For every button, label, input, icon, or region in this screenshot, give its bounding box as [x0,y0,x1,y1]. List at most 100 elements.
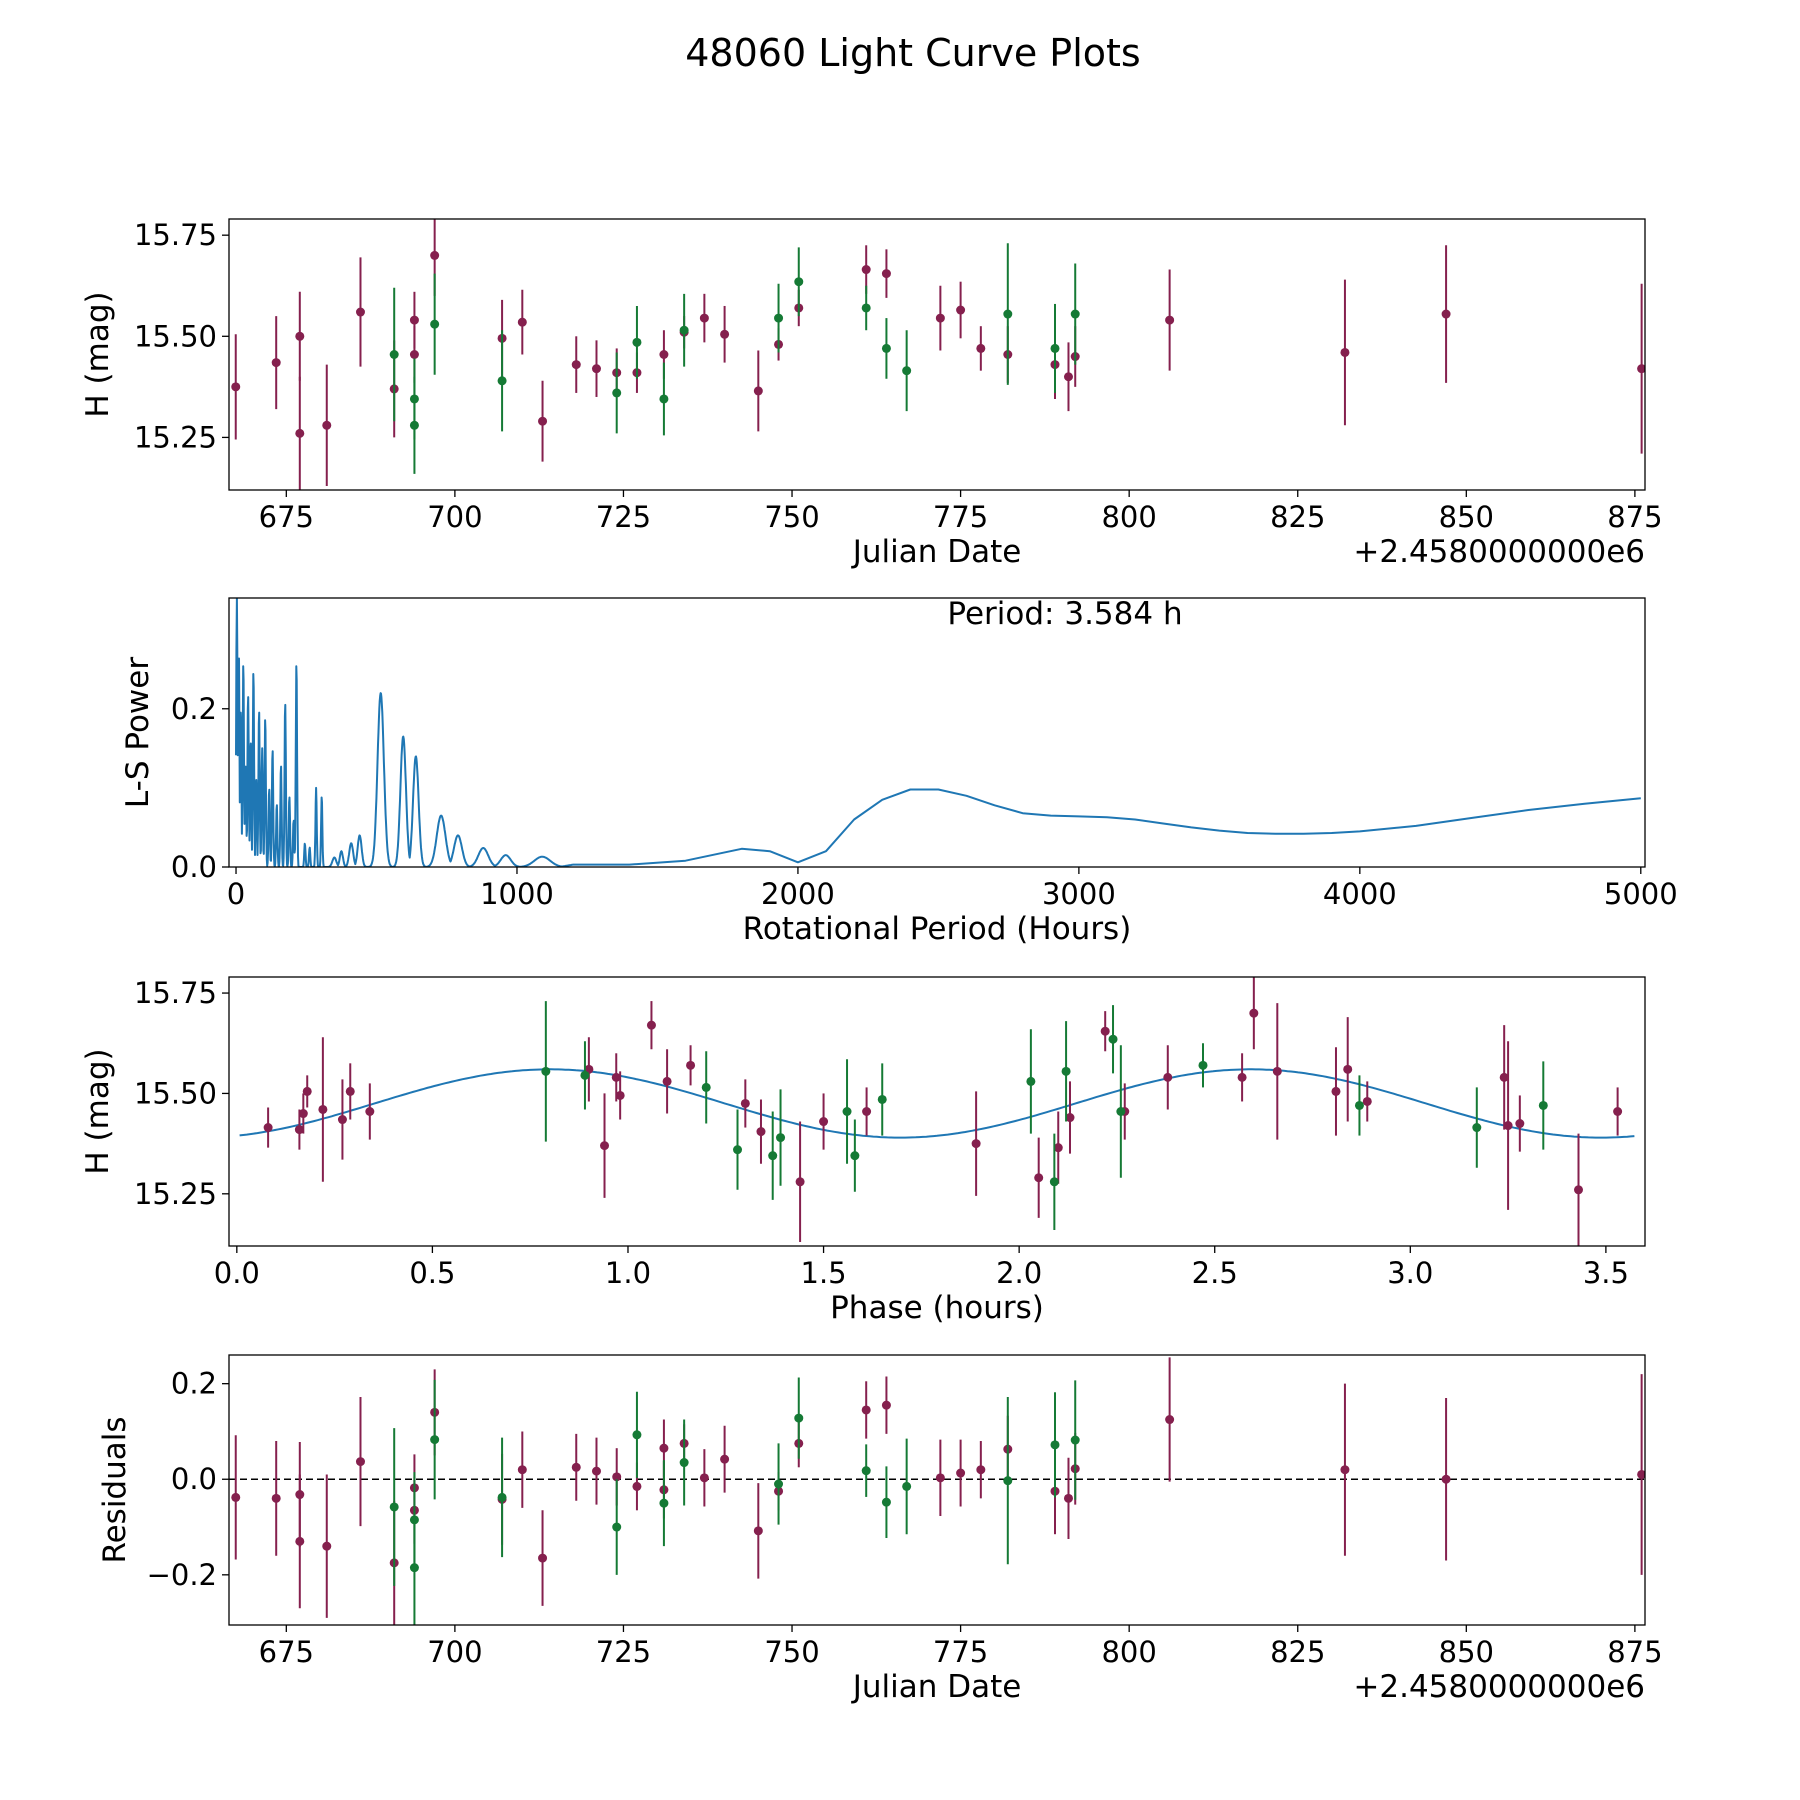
lightcurve-marks [231,219,1645,490]
data-point [591,364,601,374]
data-point [1050,1440,1060,1450]
data-point [302,1086,312,1096]
periodogram-plot: Period: 3.584 h 0 1000 2000 3000 4000 5000 0.0… [120,596,1678,947]
data-point [571,1462,581,1472]
x-tick-label: 750 [764,500,819,534]
data-point [1163,1072,1173,1082]
data-point [861,1466,871,1476]
data-point [753,1526,763,1536]
data-point [1331,1086,1341,1096]
data-point [753,386,763,396]
axes-frame [228,1354,1646,1626]
data-point [861,303,871,313]
data-point [409,315,419,325]
data-point [1003,309,1013,319]
axes-frame [228,218,1646,491]
data-point [1362,1096,1372,1106]
data-point [1503,1121,1513,1131]
data-point [795,1177,805,1187]
residuals-plot: 675 700 725 750 775 800 825 850 875 −0.2 0.0 0.2 Jul… [97,1354,1663,1705]
data-point [409,420,419,430]
data-point [774,1479,784,1489]
data-point [1499,1072,1509,1082]
data-point [612,388,622,398]
data-point [881,1400,891,1410]
x-axis-label: Julian Date [851,534,1022,570]
data-point [1003,1476,1013,1486]
data-point [611,1072,621,1082]
y-tick-label: 15.25 [134,420,217,454]
data-point [615,1090,625,1100]
data-point [541,1066,551,1076]
data-point [976,1465,986,1475]
data-point [881,343,891,353]
x-tick-label: 850 [1439,500,1494,534]
data-point [1070,309,1080,319]
data-point [1165,315,1175,325]
x-tick-label: 0 [227,877,245,911]
data-point [295,428,305,438]
data-point [345,1086,355,1096]
x-tick-label: 800 [1101,500,1156,534]
data-point [659,350,669,359]
data-point [231,382,241,392]
data-point [538,416,548,426]
y-tick-label: 0.0 [171,850,217,884]
axes-frame [228,976,1646,1247]
x-tick-label: 2.5 [1192,1256,1238,1290]
data-point [1340,347,1350,357]
x-tick-label: 775 [933,1635,988,1669]
data-point [794,1413,804,1423]
data-point [971,1139,981,1149]
data-point [1165,1415,1175,1425]
x-tick-label: 725 [596,1635,651,1669]
x-tick-label: 2.0 [996,1256,1042,1290]
x-tick-label: 775 [933,500,988,534]
x-tick-label: 750 [764,1635,819,1669]
data-point [1061,1066,1071,1076]
data-point [1198,1060,1208,1070]
x-tick-label: 3.5 [1583,1256,1629,1290]
data-point [902,1481,912,1491]
data-point [1354,1100,1364,1110]
data-point [720,329,730,339]
x-tick-label: 825 [1270,1635,1325,1669]
data-point [1441,1474,1451,1484]
data-point [517,317,527,327]
x-tick-label: 5000 [1604,877,1678,911]
data-point [231,1492,241,1502]
data-point [612,1522,622,1532]
data-point [1116,1107,1126,1116]
data-point [679,325,689,335]
data-point [679,1458,689,1468]
ls-power-line [235,598,1641,867]
data-point [861,1405,871,1415]
data-point [956,305,966,315]
data-point [632,337,642,347]
data-point [699,1473,709,1483]
data-point [1249,1008,1259,1018]
data-point [295,331,305,341]
data-point [1050,343,1060,353]
x-tick-label: 825 [1270,500,1325,534]
data-point [701,1082,711,1092]
x-offset-label: +2.4580000000e6 [1353,534,1645,570]
data-point [861,265,871,275]
y-axis-label: H (mag) [80,291,116,417]
x-tick-label: 675 [259,500,314,534]
data-point [571,360,581,370]
data-point [1515,1119,1525,1129]
data-point [776,1133,786,1143]
data-point [794,277,804,287]
data-point [842,1107,852,1116]
x-tick-label: 700 [427,500,482,534]
data-point [699,313,709,323]
x-tick-label: 0.5 [409,1256,455,1290]
data-point [819,1117,829,1127]
model-fit-curve [239,1068,1635,1139]
data-point [720,1454,730,1464]
data-point [295,1536,305,1546]
data-point [538,1553,548,1563]
y-axis-label: L-S Power [120,657,156,808]
